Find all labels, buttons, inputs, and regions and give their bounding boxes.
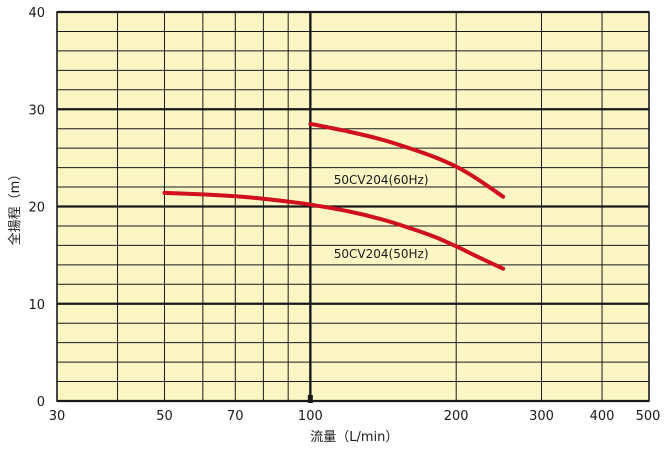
y-axis-ticks: 0 10 20 30 40: [28, 6, 45, 410]
series-label-1: 50CV204(60Hz): [334, 173, 429, 187]
x-axis-title: 流量（L/min）: [310, 430, 398, 445]
y-tick-label: 10: [28, 298, 45, 313]
x-tick-label: 500: [636, 409, 661, 424]
x-tick-label: 70: [227, 409, 244, 424]
y-tick-label: 0: [37, 395, 45, 410]
x-tick-label: 30: [49, 409, 66, 424]
y-tick-label: 20: [28, 201, 45, 216]
x-tick-label: 200: [444, 409, 469, 424]
series-label-2: 50CV204(50Hz): [334, 247, 429, 261]
y-tick-label: 40: [28, 6, 45, 21]
x-tick-label: 100: [298, 409, 323, 424]
x-axis-ticks: 30 50 70 100 200 300 400 500: [49, 409, 661, 424]
x-axis-marker: [308, 395, 313, 403]
x-tick-label: 400: [590, 409, 615, 424]
x-tick-label: 300: [529, 409, 554, 424]
x-tick-label: 50: [156, 409, 173, 424]
y-axis-title: 全揚程（m）: [7, 168, 23, 246]
y-tick-label: 30: [28, 103, 45, 118]
